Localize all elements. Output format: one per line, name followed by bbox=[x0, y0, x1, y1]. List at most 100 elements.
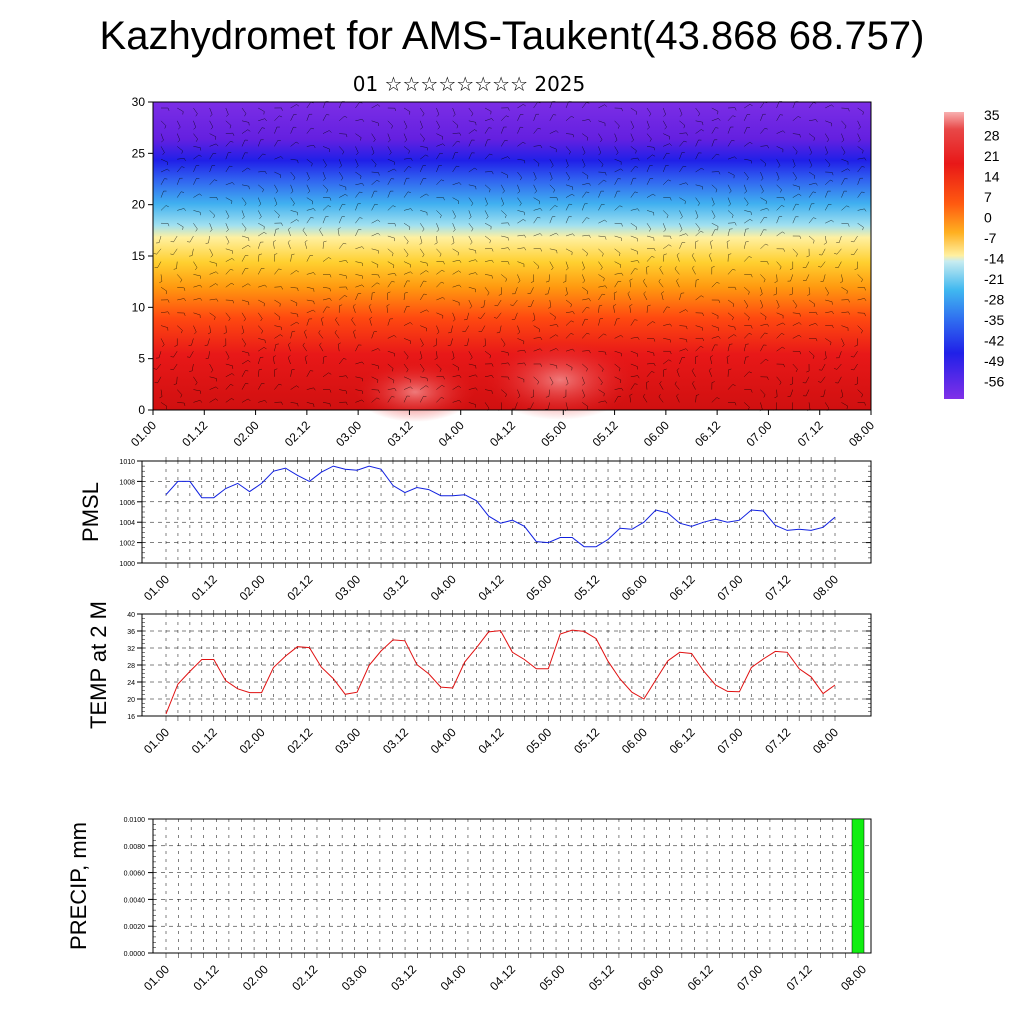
wind-barb bbox=[825, 299, 833, 302]
wind-barb-flag bbox=[685, 309, 689, 312]
wind-barb-flag bbox=[337, 227, 341, 230]
colorbar-label: -49 bbox=[984, 353, 1004, 369]
wind-barb-flag bbox=[818, 266, 822, 268]
wind-barb bbox=[387, 350, 395, 354]
wind-barb bbox=[744, 210, 752, 213]
wind-barb bbox=[209, 386, 217, 390]
wind-barb bbox=[290, 219, 297, 224]
wind-barb bbox=[598, 376, 603, 383]
wind-barb-flag bbox=[807, 293, 811, 296]
wind-barb-flag bbox=[387, 291, 391, 294]
wind-barb bbox=[760, 274, 766, 280]
wind-barb bbox=[258, 325, 263, 332]
wind-barb-flag bbox=[534, 190, 537, 194]
wind-barb-flag bbox=[799, 134, 801, 138]
wind-barb bbox=[355, 146, 359, 153]
wind-barb-flag bbox=[243, 344, 246, 347]
wind-barb bbox=[679, 140, 685, 147]
wind-barb-flag bbox=[729, 190, 732, 194]
wind-barb bbox=[533, 312, 536, 320]
wind-barb bbox=[695, 325, 703, 328]
wind-barb bbox=[468, 107, 474, 114]
wind-barb bbox=[258, 284, 265, 288]
wind-barb-flag bbox=[229, 125, 232, 129]
wind-barb bbox=[241, 398, 249, 403]
cross-ytick-label: 20 bbox=[132, 198, 146, 212]
wind-barb-flag bbox=[619, 205, 623, 208]
wind-barb-flag bbox=[193, 127, 196, 130]
wind-barb bbox=[565, 299, 572, 305]
wind-barb bbox=[484, 153, 490, 160]
wind-barb bbox=[776, 389, 778, 397]
wind-barb-flag bbox=[457, 252, 459, 256]
wind-barb bbox=[371, 293, 373, 301]
wind-barb bbox=[659, 268, 664, 275]
wind-barb bbox=[776, 184, 782, 190]
cross-xtick-label: 07.00 bbox=[743, 418, 774, 449]
wind-barb-flag bbox=[695, 216, 699, 220]
wind-barb bbox=[387, 363, 394, 369]
wind-barb-flag bbox=[668, 244, 672, 247]
wind-barb bbox=[290, 197, 295, 204]
wind-barb-flag bbox=[459, 400, 462, 403]
wind-barb bbox=[436, 120, 440, 128]
wind-barb-flag bbox=[470, 357, 473, 360]
wind-barb bbox=[257, 268, 262, 275]
wind-barb bbox=[614, 168, 621, 173]
wind-barb bbox=[193, 120, 197, 128]
wind-barb bbox=[274, 156, 281, 160]
wind-barb bbox=[581, 191, 587, 198]
wind-barb bbox=[290, 171, 296, 178]
wind-barb-flag bbox=[789, 268, 793, 270]
wind-barb-flag bbox=[555, 334, 559, 337]
wind-barb-flag bbox=[459, 375, 462, 378]
wind-barb bbox=[484, 118, 492, 122]
wind-barb-flag bbox=[812, 191, 816, 193]
wind-barb-flag bbox=[295, 141, 299, 144]
xtick-label: 04.12 bbox=[487, 962, 518, 993]
wind-barb bbox=[452, 385, 459, 390]
wind-barb bbox=[582, 171, 589, 177]
wind-barb bbox=[646, 305, 648, 313]
wind-barb bbox=[484, 259, 492, 262]
wind-barb bbox=[452, 197, 459, 202]
wind-barb bbox=[646, 321, 653, 326]
wind-barb bbox=[306, 309, 314, 314]
wind-barb-flag bbox=[216, 197, 219, 201]
wind-barb-flag bbox=[634, 191, 638, 193]
wind-barb-flag bbox=[605, 236, 607, 240]
wind-barb-flag bbox=[603, 278, 605, 282]
wind-barb bbox=[710, 357, 713, 365]
wind-barb bbox=[241, 370, 246, 377]
wind-barb bbox=[160, 402, 167, 407]
wind-barb bbox=[679, 338, 687, 340]
wind-barb bbox=[630, 178, 634, 185]
wind-barb-flag bbox=[391, 253, 394, 257]
colorbar-label: -7 bbox=[984, 230, 997, 246]
wind-barb bbox=[452, 375, 460, 378]
wind-barb bbox=[290, 104, 297, 109]
wind-barb bbox=[598, 235, 606, 237]
wind-barb bbox=[808, 203, 812, 211]
wind-barb-flag bbox=[275, 190, 278, 194]
wind-barb-flag bbox=[669, 236, 672, 240]
wind-barb bbox=[193, 133, 198, 140]
wind-barb bbox=[355, 203, 359, 211]
wind-barb-flag bbox=[278, 317, 281, 321]
wind-barb bbox=[792, 159, 796, 166]
pmsl-series-line bbox=[165, 465, 836, 548]
wind-barb-flag bbox=[258, 203, 262, 207]
wind-barb-flag bbox=[759, 293, 763, 296]
wind-barb-flag bbox=[419, 242, 423, 245]
wind-barb-flag bbox=[421, 344, 424, 348]
wind-barb-flag bbox=[477, 317, 481, 319]
wind-barb bbox=[676, 370, 680, 377]
wind-barb-flag bbox=[489, 153, 493, 156]
wind-barb bbox=[582, 350, 590, 352]
wind-barb-flag bbox=[491, 171, 494, 175]
wind-barb bbox=[517, 158, 525, 161]
wind-barb bbox=[630, 363, 638, 367]
wind-barb bbox=[760, 145, 768, 147]
